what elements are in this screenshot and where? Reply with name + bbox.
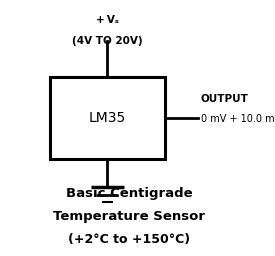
Text: Basic Centigrade: Basic Centigrade: [66, 187, 192, 200]
Bar: [50, 77, 165, 159]
Text: OUTPUT: OUTPUT: [201, 93, 249, 104]
Text: LM35: LM35: [89, 111, 126, 125]
Text: 0 mV + 10.0 mV/°C: 0 mV + 10.0 mV/°C: [201, 114, 275, 124]
Text: + Vₛ: + Vₛ: [96, 15, 119, 26]
Text: Temperature Sensor: Temperature Sensor: [53, 210, 205, 223]
Text: (+2°C to +150°C): (+2°C to +150°C): [68, 233, 190, 246]
Text: (4V TO 20V): (4V TO 20V): [72, 36, 142, 46]
